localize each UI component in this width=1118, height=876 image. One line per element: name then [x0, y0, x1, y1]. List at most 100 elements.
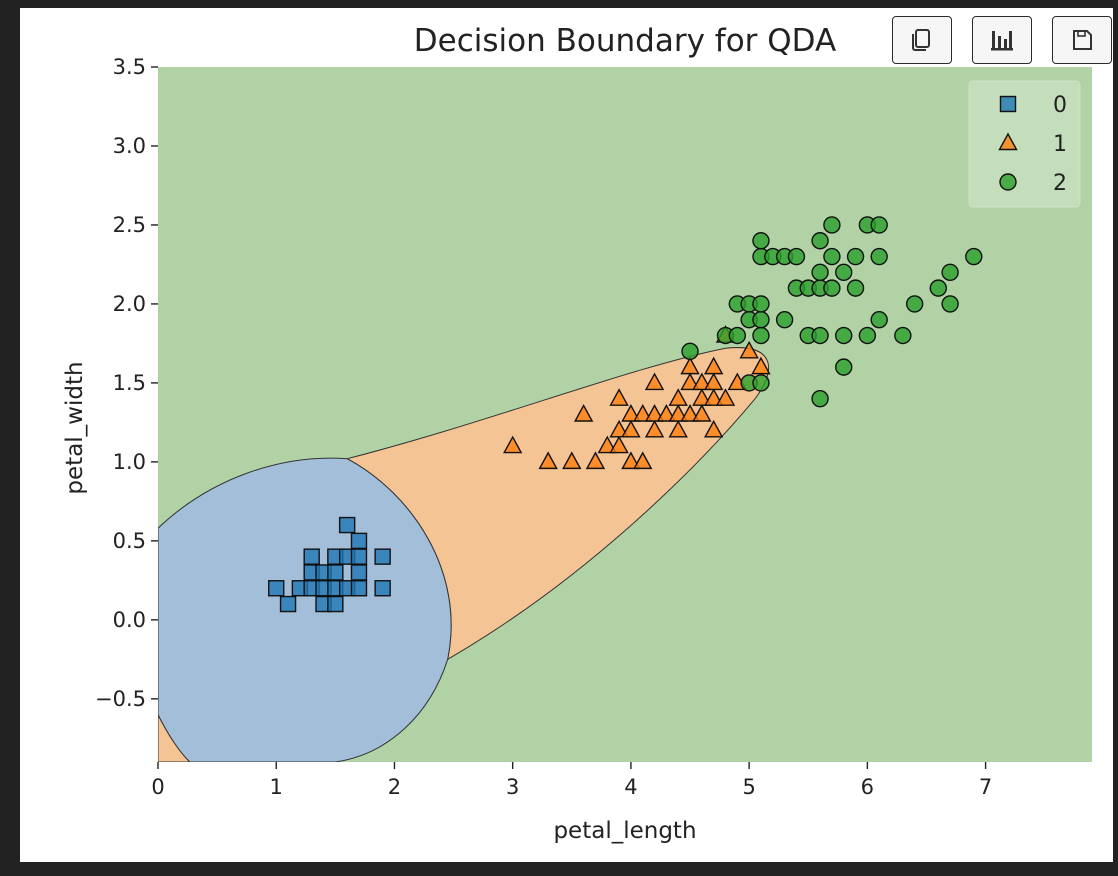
data-point-class-1 — [680, 372, 700, 391]
save-button[interactable] — [1052, 16, 1112, 64]
data-point-class-1 — [621, 419, 641, 438]
data-point-class-0 — [350, 548, 368, 565]
x-tick-label: 1 — [270, 775, 283, 799]
data-point-class-2 — [681, 342, 699, 361]
data-point-class-2 — [752, 295, 770, 313]
data-point-class-1 — [609, 419, 629, 438]
data-point-class-1 — [703, 372, 724, 391]
data-point-class-2 — [858, 326, 877, 345]
data-point-class-2 — [835, 358, 853, 376]
data-point-class-1 — [609, 388, 629, 406]
data-point-class-0 — [374, 580, 391, 597]
data-point-class-2 — [929, 279, 948, 297]
legend-label-0: 0 — [1053, 93, 1067, 118]
data-point-class-2 — [811, 232, 829, 250]
data-point-class-0 — [350, 564, 368, 581]
copy-button[interactable] — [892, 16, 952, 64]
data-point-class-1 — [703, 356, 724, 375]
chart-canvas: 0 1 2 3 4 5 6 7 −0.5 0.0 0.5 1.0 1.5 2.0 2.5 3.0 3.5 Dec… — [62, 23, 1092, 844]
region-class-0 — [158, 457, 452, 762]
y-tick-label: −0.5 — [95, 687, 146, 711]
data-point-class-2 — [728, 326, 747, 345]
data-point-class-1 — [703, 419, 724, 438]
data-point-class-1 — [621, 451, 641, 470]
data-point-class-1 — [739, 340, 759, 359]
data-point-class-1 — [633, 404, 653, 422]
data-point-class-1 — [585, 451, 606, 470]
data-point-class-1 — [503, 435, 523, 454]
data-point-class-0 — [327, 595, 344, 613]
data-point-class-2 — [752, 374, 770, 392]
x-tick-label: 0 — [151, 775, 164, 799]
save-icon — [1073, 30, 1092, 50]
x-tick-label: 5 — [742, 775, 755, 799]
data-point-class-0 — [279, 595, 297, 613]
data-point-class-1 — [609, 435, 629, 454]
chart-view-button[interactable] — [972, 16, 1032, 64]
axis-ticks: 0 1 2 3 4 5 6 7 −0.5 0.0 0.5 1.0 1.5 2.0 2.5 3.0 3.5 — [95, 55, 992, 799]
data-point-class-1 — [692, 372, 712, 391]
data-point-class-0 — [327, 564, 344, 581]
data-point-class-2 — [835, 263, 853, 282]
data-point-class-1 — [538, 451, 558, 470]
chart-title: Decision Boundary for QDA — [414, 23, 836, 59]
data-point-class-1 — [668, 419, 688, 438]
data-point-class-2 — [823, 216, 841, 234]
data-point-class-2 — [787, 247, 806, 266]
y-tick-label: 2.5 — [113, 213, 146, 237]
data-point-class-2 — [941, 263, 959, 282]
data-point-class-1 — [668, 388, 688, 406]
data-point-class-2 — [775, 311, 794, 329]
data-point-class-2 — [811, 390, 829, 408]
x-axis-label: petal_length — [553, 818, 696, 844]
data-point-class-2 — [823, 247, 841, 266]
data-point-class-0 — [350, 532, 368, 550]
legend-marker-1 — [998, 132, 1018, 151]
y-tick-label: 1.5 — [113, 371, 146, 395]
data-point-class-2 — [823, 279, 841, 297]
data-point-class-1 — [751, 356, 771, 375]
data-point-class-2 — [905, 295, 924, 313]
data-point-class-1 — [562, 451, 582, 470]
data-point-class-2 — [870, 311, 888, 329]
y-tick-label: 0.0 — [113, 608, 146, 632]
data-point-class-2 — [846, 247, 865, 266]
data-point-class-1 — [644, 404, 665, 422]
x-tick-label: 7 — [979, 775, 992, 799]
data-point-class-2 — [941, 295, 959, 313]
copy-icon — [912, 29, 930, 51]
data-point-class-2 — [811, 263, 829, 282]
data-point-class-2 — [752, 232, 770, 250]
data-point-class-0 — [303, 548, 320, 565]
data-point-class-2 — [870, 216, 888, 234]
data-point-class-1 — [715, 388, 736, 406]
y-tick-label: 2.0 — [113, 292, 146, 316]
data-points — [268, 216, 983, 613]
data-point-class-1 — [644, 372, 665, 391]
data-point-class-0 — [338, 516, 356, 534]
data-point-class-1 — [692, 404, 712, 422]
y-axis-label: petal_width — [62, 361, 88, 494]
data-point-class-1 — [597, 435, 617, 454]
decision-regions — [158, 67, 1092, 762]
data-point-class-1 — [703, 388, 724, 406]
data-point-class-2 — [752, 311, 770, 329]
legend-label-1: 1 — [1053, 132, 1067, 157]
chart-figure: 0 1 2 3 4 5 6 7 −0.5 0.0 0.5 1.0 1.5 2.0 2.5 3.0 3.5 Dec… — [20, 8, 1113, 862]
legend: 0 1 2 — [968, 80, 1081, 208]
data-point-class-1 — [656, 404, 677, 422]
data-point-class-2 — [965, 247, 983, 266]
legend-box — [968, 80, 1081, 208]
data-point-class-1 — [680, 356, 700, 375]
data-point-class-2 — [835, 326, 853, 345]
y-tick-label: 0.5 — [113, 529, 146, 553]
legend-marker-2 — [999, 173, 1017, 191]
legend-label-2: 2 — [1053, 171, 1067, 196]
x-tick-label: 4 — [624, 775, 637, 799]
data-point-class-0 — [350, 580, 368, 597]
y-tick-label: 1.0 — [113, 450, 146, 474]
data-point-class-2 — [870, 247, 888, 266]
bar-chart-icon — [991, 31, 1013, 51]
data-point-class-1 — [621, 404, 641, 422]
legend-marker-0 — [999, 95, 1017, 113]
